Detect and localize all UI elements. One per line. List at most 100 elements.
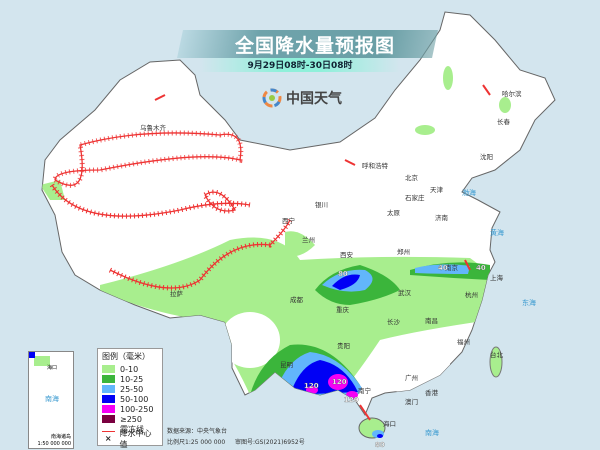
max-values: 80 40 40 120 120 120 80 bbox=[304, 264, 486, 449]
city-label: 澳门 bbox=[405, 397, 418, 406]
legend-item: 10-25 bbox=[102, 374, 158, 384]
inset-scale: 1:50 000 000 bbox=[37, 441, 72, 447]
sea-label: 东海 bbox=[522, 298, 536, 307]
swirl-logo-icon bbox=[262, 88, 282, 108]
inset-label: 海口 bbox=[47, 365, 58, 371]
cross-mark-icon: × bbox=[104, 434, 112, 443]
legend-item: 霜冻线 bbox=[102, 424, 158, 434]
city-label: 呼和浩特 bbox=[362, 161, 389, 170]
legend-label: 50-100 bbox=[120, 394, 149, 404]
city-label: 西宁 bbox=[282, 216, 296, 225]
no-rain bbox=[370, 337, 450, 393]
rain-0-10 bbox=[443, 66, 453, 90]
inset-sea-label: 南海 bbox=[45, 395, 59, 403]
city-label: 郑州 bbox=[397, 248, 410, 256]
city-label: 哈尔滨 bbox=[502, 89, 522, 98]
city-label: 重庆 bbox=[336, 305, 350, 314]
city-label: 天津 bbox=[430, 186, 444, 194]
city-label: 兰州 bbox=[302, 235, 315, 244]
no-rain bbox=[220, 312, 280, 368]
map-subtitle: 9月29日08时-30日08时 bbox=[247, 61, 353, 71]
rain-50-100 bbox=[332, 274, 360, 290]
taiwan bbox=[489, 346, 503, 378]
legend-swatch bbox=[102, 375, 115, 383]
logo-text: 中国天气 bbox=[286, 91, 342, 107]
city-label: 南宁 bbox=[358, 386, 372, 395]
legend-item: 50-100 bbox=[102, 394, 158, 404]
city-label: 太原 bbox=[387, 208, 401, 217]
city-label: 拉萨 bbox=[170, 289, 184, 298]
inset-rain-heavy bbox=[29, 352, 35, 358]
inset-rain bbox=[34, 356, 50, 366]
logo: 中国天气 bbox=[262, 88, 342, 108]
rain-25-50 bbox=[415, 264, 470, 274]
city-label: 香港 bbox=[425, 388, 439, 397]
legend-swatch bbox=[102, 415, 115, 423]
hainan bbox=[358, 417, 386, 439]
max-value: 120 bbox=[344, 396, 359, 404]
legend-label: ≥250 bbox=[120, 414, 142, 424]
legend: 图例（毫米） 0-10 10-25 25-50 50-100 100-250 ≥… bbox=[97, 348, 163, 449]
city-label: 成都 bbox=[290, 295, 304, 304]
max-value: 40 bbox=[476, 264, 486, 272]
city-label: 上海 bbox=[490, 273, 504, 282]
legend-item: 100-250 bbox=[102, 404, 158, 414]
max-value: 120 bbox=[304, 382, 319, 390]
city-label: 台北 bbox=[490, 350, 504, 359]
city-label: 杭州 bbox=[465, 290, 478, 299]
max-value: 80 bbox=[375, 441, 385, 449]
legend-label: 降水中心值 bbox=[119, 429, 152, 449]
legend-label: 25-50 bbox=[120, 384, 144, 394]
city-label: 石家庄 bbox=[405, 193, 425, 202]
map-title: 全国降水量预报图 bbox=[234, 35, 395, 57]
sea-label: 黄海 bbox=[490, 228, 504, 237]
map-scale: 比例尺1:25 000 000 bbox=[167, 439, 226, 446]
city-label: 南昌 bbox=[425, 316, 438, 325]
rain-0-10 bbox=[499, 97, 511, 113]
south-china-sea-inset: 海口 南海 南海诸岛 1:50 000 000 bbox=[28, 351, 74, 449]
sea-label: 南海 bbox=[425, 428, 439, 437]
data-source: 数据来源：中央气象台 bbox=[167, 428, 228, 435]
city-label: 南京 bbox=[445, 263, 459, 272]
city-label: 西安 bbox=[340, 250, 354, 259]
legend-swatch bbox=[102, 405, 115, 413]
city-label: 福州 bbox=[457, 337, 470, 346]
legend-title: 图例（毫米） bbox=[102, 352, 150, 361]
approval-number: 审图号:GS(2021)6952号 bbox=[235, 439, 305, 446]
rain-100-250 bbox=[328, 374, 348, 390]
legend-label: 100-250 bbox=[120, 404, 154, 414]
city-label: 昆明 bbox=[280, 361, 294, 369]
legend-item: ≥250 bbox=[102, 414, 158, 424]
max-value: 120 bbox=[332, 378, 347, 386]
legend-label: 0-10 bbox=[120, 364, 139, 374]
city-label: 银川 bbox=[315, 200, 328, 209]
city-label: 长沙 bbox=[387, 317, 401, 326]
city-label: 武汉 bbox=[398, 288, 412, 297]
max-value: 80 bbox=[338, 270, 348, 278]
legend-swatch bbox=[102, 385, 115, 393]
city-label: 贵阳 bbox=[337, 341, 350, 350]
frost-line-icon bbox=[102, 427, 115, 432]
city-label: 广州 bbox=[405, 373, 418, 382]
legend-swatch bbox=[102, 395, 115, 403]
subtitle-banner bbox=[200, 58, 400, 72]
rain-0-10 bbox=[415, 125, 435, 135]
legend-swatch bbox=[102, 365, 115, 373]
city-labels: 乌鲁木齐 呼和浩特 北京 天津 石家庄 太原 济南 银川 西宁 兰州 西安 郑州… bbox=[140, 89, 522, 428]
legend-item: 25-50 bbox=[102, 384, 158, 394]
legend-item: 0-10 bbox=[102, 364, 158, 374]
city-label: 北京 bbox=[405, 173, 419, 182]
legend-label: 10-25 bbox=[120, 374, 144, 384]
city-label: 乌鲁木齐 bbox=[140, 123, 167, 132]
rain-0-10 bbox=[285, 231, 315, 257]
frost-lines bbox=[49, 84, 491, 421]
sea-labels: 渤海 黄海 东海 南海 bbox=[425, 188, 536, 437]
inset-title: 南海诸岛 bbox=[50, 434, 71, 440]
sea-label: 渤海 bbox=[462, 188, 476, 197]
legend-label: 霜冻线 bbox=[120, 424, 144, 434]
city-label: 济南 bbox=[435, 213, 449, 222]
city-label: 沈阳 bbox=[480, 152, 493, 161]
city-label: 长春 bbox=[497, 117, 511, 126]
legend-item: × 降水中心值 bbox=[102, 429, 158, 449]
city-label: 海口 bbox=[383, 419, 396, 428]
